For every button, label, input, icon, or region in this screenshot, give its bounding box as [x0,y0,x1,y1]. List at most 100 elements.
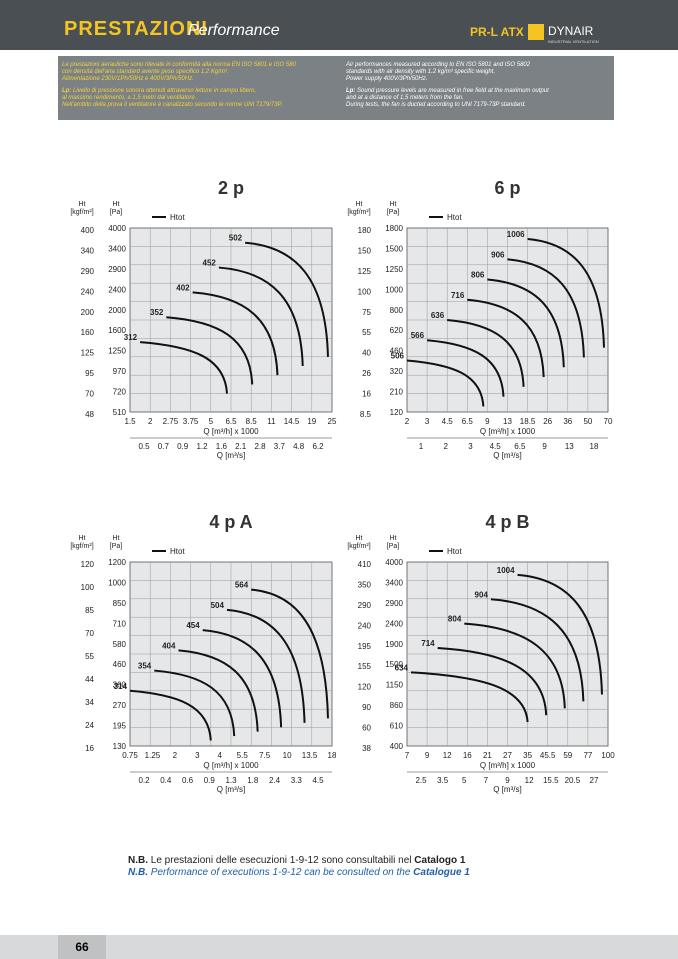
fan-curve [178,649,259,732]
y1-tick-label: 340 [81,246,95,255]
y1-axis-label: [kgf/m²] [70,209,93,216]
x2-tick-label: 3.7 [274,442,286,451]
curve-label: 402 [176,283,190,292]
y1-tick-label: 44 [85,675,94,684]
x-tick-label: 5 [209,417,214,426]
x2-tick-label: 3.3 [291,776,303,785]
x-tick-label: 59 [563,751,572,760]
y2-tick-label: 210 [390,388,404,397]
intro-line: Sound pressure levels are measured in fr… [357,88,549,94]
x2-tick-label: 27 [590,776,599,785]
y1-axis-label: Ht [356,535,363,542]
fan-curve [490,598,585,702]
note-bold: Catalogue 1 [413,867,470,878]
intro-line: Livello di pressione sonora ottenuti att… [73,88,257,94]
x2-tick-label: 9 [505,776,510,785]
y1-axis-label: Ht [79,535,86,542]
x-tick-label: 2 [173,751,178,760]
x-axis-label: Q [m³/h] x 1000 [203,761,259,770]
y1-tick-label: 400 [81,226,95,235]
chart-title: 4 p B [485,512,529,532]
y1-tick-label: 125 [358,267,372,276]
intro-it: Le prestazioni aerauliche sono rilevate … [62,62,338,114]
x-tick-label: 13 [503,417,512,426]
x-tick-label: 45.5 [540,751,556,760]
charts: 2 pHt[kgf/m²]Ht[Pa]Htot40003400290024002… [70,178,615,794]
y1-tick-label: 200 [81,308,95,317]
y2-tick-label: 195 [113,722,127,731]
y2-tick-label: 1500 [385,660,403,669]
y2-tick-label: 860 [390,701,404,710]
curve-label: 314 [114,682,128,691]
y2-axis-label: Ht [113,201,120,208]
footer-band [0,935,678,959]
y1-tick-label: 70 [85,629,94,638]
x-tick-label: 13.5 [302,751,318,760]
x2-tick-label: 1.8 [247,776,259,785]
x2-tick-label: 9 [542,442,547,451]
curve-label: 452 [203,259,217,268]
x2-tick-label: 4.5 [312,776,324,785]
y2-tick-label: 400 [390,742,404,751]
x-tick-label: 3.75 [183,417,199,426]
intro-line: Le prestazioni aerauliche sono rilevate … [62,62,296,68]
y1-tick-label: 240 [81,287,95,296]
y2-tick-label: 1600 [108,326,126,335]
y1-tick-label: 75 [362,308,371,317]
intro-line: Nell'ambito della prova il ventilatore è… [62,102,283,108]
y1-tick-label: 16 [362,390,371,399]
curve-label: 506 [391,351,405,360]
y2-tick-label: 460 [113,660,127,669]
x2-tick-label: 1.2 [196,442,208,451]
y1-tick-label: 240 [358,621,372,630]
note-en: N.B. Performance of executions 1-9-12 ca… [128,867,470,878]
fan-curve [166,316,254,385]
curve-label: 352 [150,308,164,317]
x2-axis-label: Q [m³/s] [217,451,245,460]
x-tick-label: 2 [405,417,410,426]
x2-tick-label: 18 [590,442,599,451]
x2-axis-label: Q [m³/s] [217,785,245,794]
legend-label: Htot [447,213,462,222]
x2-tick-label: 0.9 [204,776,216,785]
y1-axis-label: [kgf/m²] [70,543,93,550]
y2-tick-label: 2900 [385,599,403,608]
note-it: N.B. Le prestazioni delle esecuzioni 1-9… [128,855,465,866]
y2-tick-label: 1000 [385,285,403,294]
y2-tick-label: 360 [113,681,127,690]
y1-axis-label: [kgf/m²] [347,543,370,550]
lp-key: Lp: [62,88,72,94]
x-tick-label: 25 [328,417,337,426]
y2-tick-label: 2400 [385,619,403,628]
fan-curve [487,278,565,368]
x2-tick-label: 4.8 [293,442,305,451]
x2-tick-label: 2.5 [415,776,427,785]
curve-label: 906 [491,250,505,259]
x2-tick-label: 3.5 [437,776,449,785]
fan-curve [218,266,304,367]
y2-tick-label: 2000 [108,306,126,315]
x-axis-label: Q [m³/h] x 1000 [480,427,536,436]
x2-tick-label: 5 [462,776,467,785]
intro-line: Alimentazione 230V/1Ph/50Hz e 400V/3Ph/5… [62,76,194,82]
y1-tick-label: 290 [81,267,95,276]
x2-tick-label: 6.5 [514,442,526,451]
y1-tick-label: 155 [358,662,372,671]
x-tick-label: 77 [583,751,592,760]
x2-tick-label: 15.5 [543,776,559,785]
curve-label: 634 [395,663,409,672]
y1-tick-label: 8.5 [360,410,372,419]
header-band: PRESTAZIONI Performance PR-L ATX DYNAIR … [0,0,678,50]
x-tick-label: 6.5 [225,417,237,426]
x2-tick-label: 0.6 [182,776,194,785]
brand-sub: INDUSTRIAL VENTILATION [548,39,599,44]
fan-curve [192,291,279,376]
note-key: N.B. [128,867,148,878]
intro-line: During tests, the fan is ducted accordin… [346,102,526,108]
curve-label: 804 [448,615,462,624]
note-text: Le prestazioni delle esecuzioni 1-9-12 s… [150,855,412,866]
curve-label: 454 [186,621,200,630]
y1-tick-label: 125 [81,349,95,358]
x-axis-label: Q [m³/h] x 1000 [203,427,259,436]
